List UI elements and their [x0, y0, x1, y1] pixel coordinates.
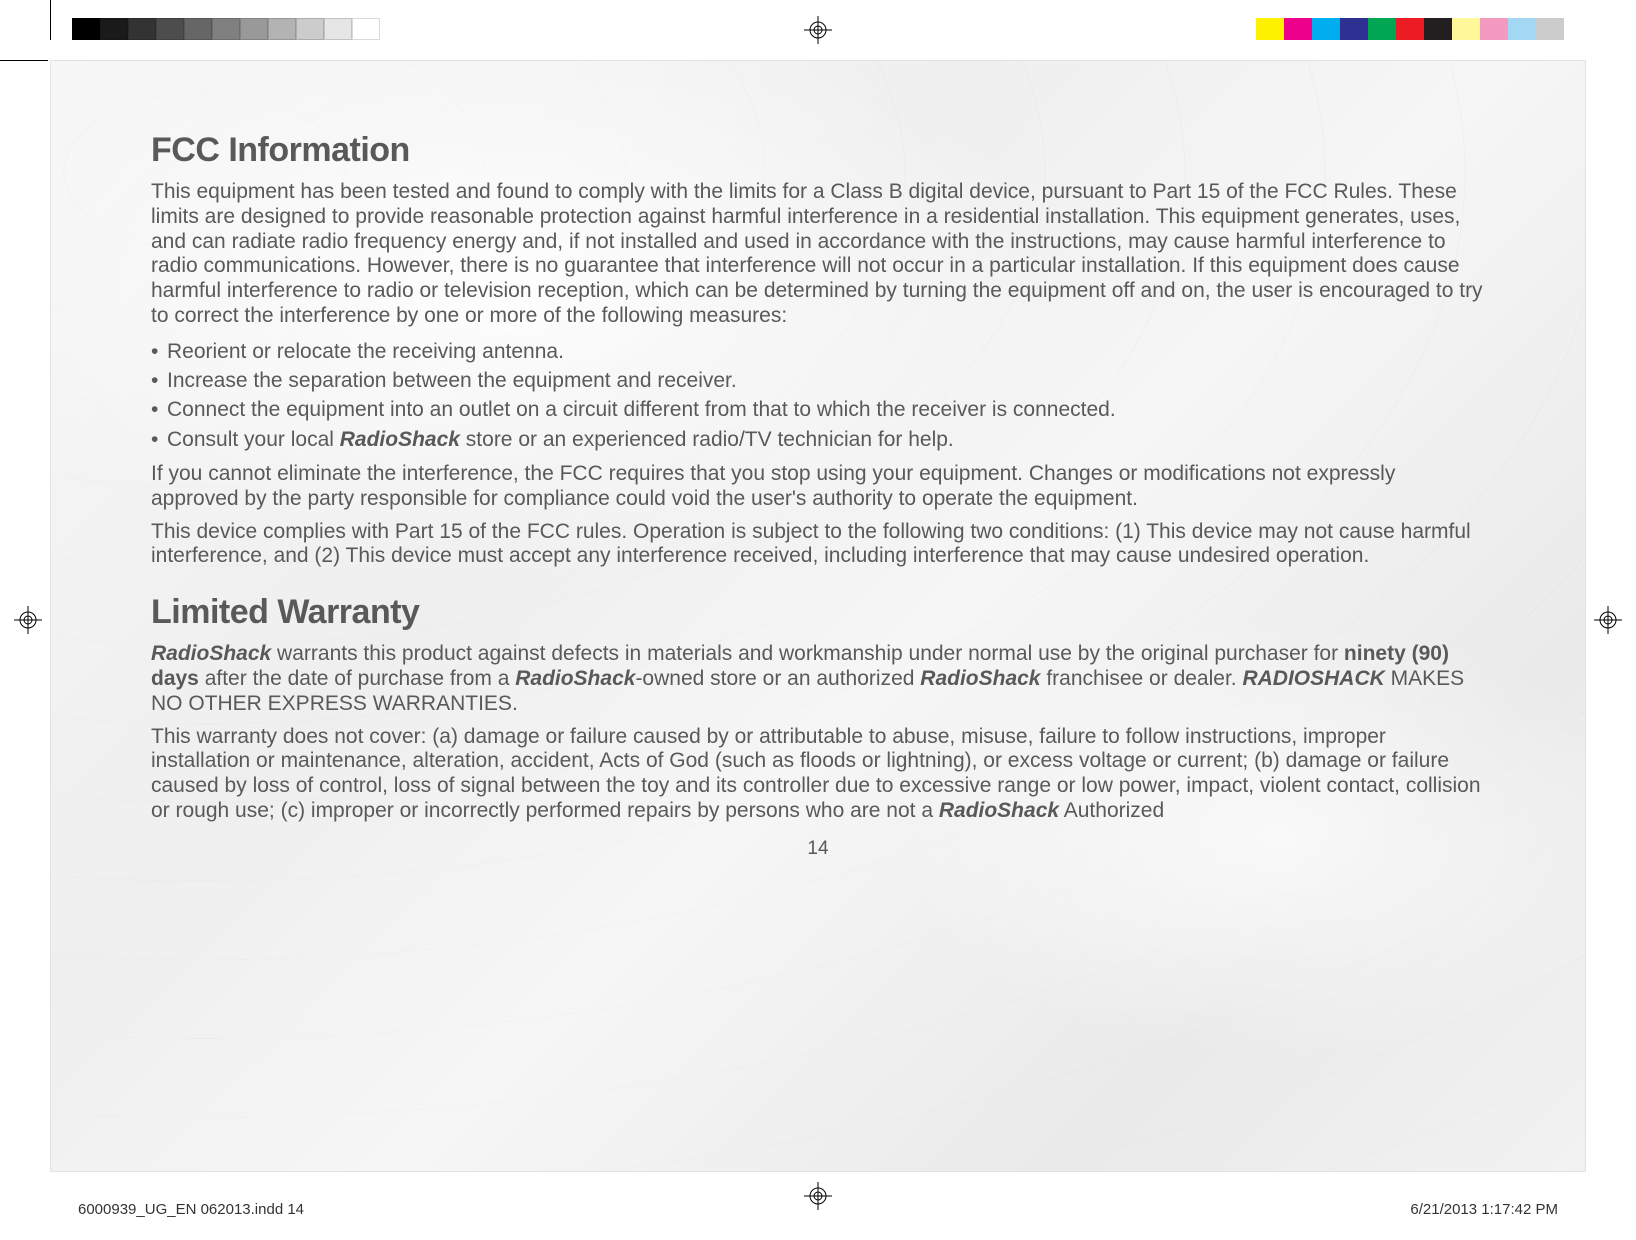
slug-timestamp: 6/21/2013 1:17:42 PM [1410, 1201, 1558, 1218]
brand-name: RadioShack [939, 799, 1059, 822]
slug-line: 6000939_UG_EN 062013.indd 14 6/21/2013 1… [78, 1201, 1558, 1218]
fcc-intro-paragraph: This equipment has been tested and found… [151, 180, 1485, 329]
warranty-paragraph-1: RadioShack warrants this product against… [151, 642, 1485, 716]
registration-mark-icon [804, 16, 832, 44]
page-number: 14 [151, 838, 1485, 860]
brand-name: RadioShack [151, 642, 271, 665]
list-item: Increase the separation between the equi… [151, 366, 1485, 395]
registration-mark-icon [14, 606, 42, 634]
heading-warranty: Limited Warranty [151, 593, 1485, 632]
brand-name: RadioShack [340, 428, 460, 451]
crop-mark [50, 0, 51, 40]
text: warrants this product against defects in… [271, 642, 1344, 665]
text: Authorized [1059, 799, 1164, 822]
text: store or an experienced radio/TV technic… [460, 428, 954, 451]
brand-name: RadioShack [515, 667, 635, 690]
text: Consult your local [167, 428, 340, 451]
fcc-part15-paragraph: This device complies with Part 15 of the… [151, 520, 1485, 570]
text: after the date of purchase from a [199, 667, 515, 690]
list-item: Connect the equipment into an outlet on … [151, 395, 1485, 424]
color-bar [1256, 18, 1564, 40]
brand-name-caps: RADIOSHACK [1242, 667, 1384, 690]
crop-mark [0, 60, 48, 61]
warranty-paragraph-2: This warranty does not cover: (a) damage… [151, 725, 1485, 824]
grayscale-bar [72, 18, 380, 40]
list-item: Reorient or relocate the receiving anten… [151, 337, 1485, 366]
slug-filename: 6000939_UG_EN 062013.indd 14 [78, 1201, 304, 1218]
brand-name: RadioShack [920, 667, 1040, 690]
text: This warranty does not cover: (a) damage… [151, 725, 1481, 822]
registration-mark-icon [1594, 606, 1622, 634]
heading-fcc: FCC Information [151, 131, 1485, 170]
page-body: FCC Information This equipment has been … [50, 60, 1586, 1172]
text: -owned store or an authorized [635, 667, 920, 690]
fcc-changes-paragraph: If you cannot eliminate the interference… [151, 462, 1485, 512]
list-item: Consult your local RadioShack store or a… [151, 425, 1485, 454]
text: franchisee or dealer. [1041, 667, 1243, 690]
fcc-measures-list: Reorient or relocate the receiving anten… [151, 337, 1485, 455]
